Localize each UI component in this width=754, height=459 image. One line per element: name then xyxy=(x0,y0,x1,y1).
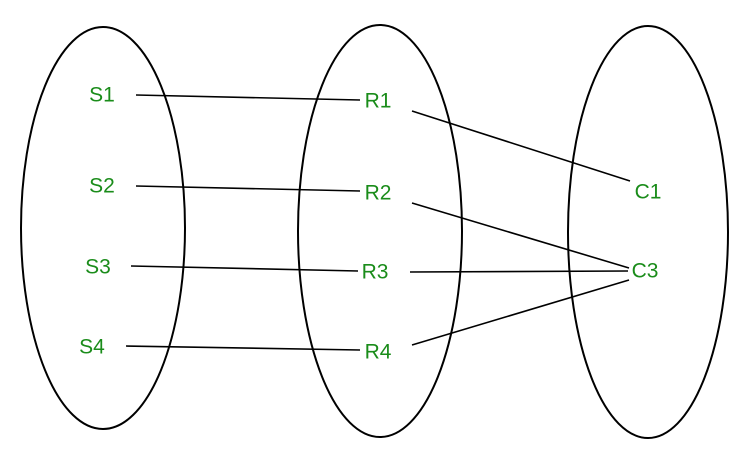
sets xyxy=(20,24,729,439)
node-label-r2: R2 xyxy=(365,182,392,205)
edge-r1-c1 xyxy=(411,110,631,182)
node-label-s3: S3 xyxy=(85,256,111,279)
edge-s2-r2 xyxy=(135,185,361,192)
node-label-r1: R1 xyxy=(365,90,392,113)
edge-s1-r1 xyxy=(135,94,361,101)
node-label-s2: S2 xyxy=(89,175,115,198)
set-right-ellipse xyxy=(567,25,729,439)
set-middle-ellipse xyxy=(297,24,463,438)
node-label-c3: C3 xyxy=(632,260,659,283)
edge-s4-r4 xyxy=(125,345,361,351)
node-label-r4: R4 xyxy=(365,341,392,364)
node-label-s4: S4 xyxy=(79,336,105,359)
edges xyxy=(125,94,631,351)
node-label-s1: S1 xyxy=(89,84,115,107)
edge-r2-c3 xyxy=(411,202,630,269)
edge-r3-c3 xyxy=(409,270,629,273)
node-labels: S1 S2 S3 S4 R1 R2 R3 R4 C1 C3 xyxy=(79,84,661,364)
set-left-ellipse xyxy=(20,26,186,430)
node-label-r3: R3 xyxy=(362,261,389,284)
edge-r4-c3 xyxy=(411,279,630,346)
node-label-c1: C1 xyxy=(635,181,662,204)
edge-s3-r3 xyxy=(130,265,359,272)
